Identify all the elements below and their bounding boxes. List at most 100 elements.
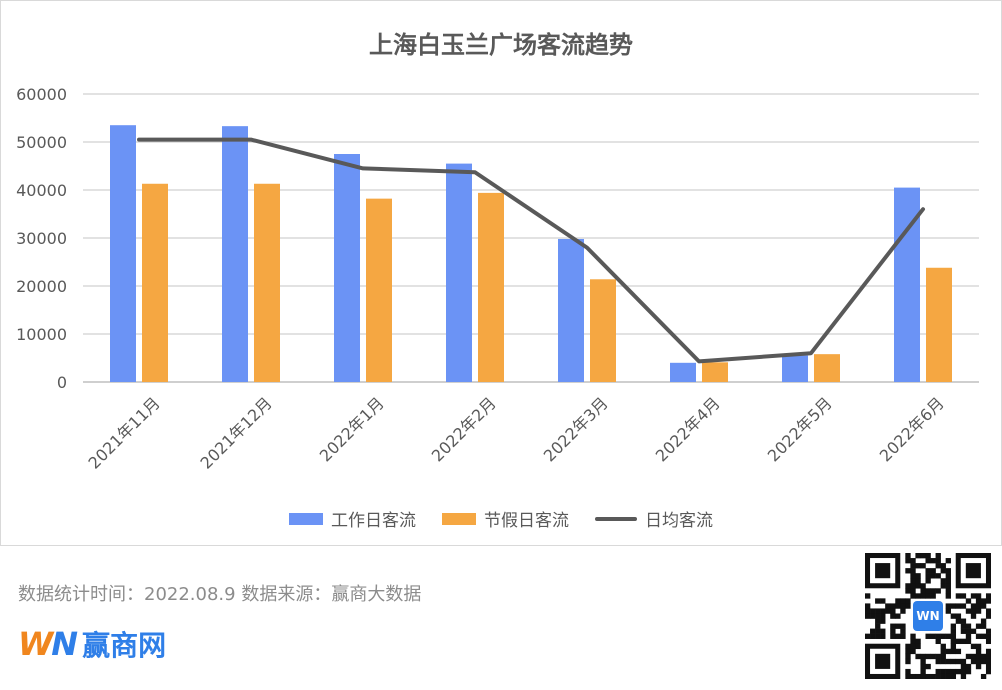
qr-module xyxy=(945,573,951,579)
qr-module xyxy=(870,608,876,614)
qr-module xyxy=(945,668,951,675)
qr-module xyxy=(985,613,991,619)
qr-module xyxy=(980,658,987,665)
qr-module xyxy=(960,673,967,679)
qr-module xyxy=(945,558,951,564)
qr-module xyxy=(915,643,921,650)
x-category-label: 2021年11月 xyxy=(85,393,164,472)
qr-module xyxy=(955,668,962,675)
qr-module xyxy=(985,663,991,670)
qr-module xyxy=(930,673,936,679)
qr-module xyxy=(910,583,916,589)
qr-module xyxy=(910,643,916,650)
qr-module xyxy=(915,573,921,579)
qr-module xyxy=(960,638,967,645)
qr-module xyxy=(915,583,921,589)
x-category-label: 2022年5月 xyxy=(764,393,836,465)
qr-module xyxy=(875,598,881,604)
qr-module xyxy=(975,603,982,609)
qr-module xyxy=(880,618,886,624)
qr-center-label: WN xyxy=(916,609,939,623)
qr-module xyxy=(910,573,916,579)
qr-module xyxy=(985,653,991,660)
qr-module xyxy=(910,558,916,564)
y-tick-label: 60000 xyxy=(16,85,67,104)
qr-module xyxy=(945,593,951,599)
qr-module xyxy=(985,593,991,599)
qr-module xyxy=(865,608,871,614)
logo-mark: WN xyxy=(18,625,78,663)
qr-module xyxy=(910,648,916,655)
bar-weekday xyxy=(782,355,808,382)
qr-module xyxy=(935,638,941,645)
chart-title: 上海白玉兰广场客流趋势 xyxy=(369,31,633,59)
qr-module xyxy=(925,588,931,594)
qr-module xyxy=(900,628,906,634)
qr-module xyxy=(880,608,886,614)
qr-module xyxy=(975,593,982,599)
qr-module xyxy=(910,638,916,645)
qr-module xyxy=(940,583,946,589)
qr-module xyxy=(895,603,901,609)
qr-module xyxy=(965,628,972,634)
qr-module xyxy=(890,623,896,629)
bar-holiday xyxy=(702,362,728,382)
bar-weekday xyxy=(222,126,248,382)
bar-holiday xyxy=(926,267,952,382)
legend-label-daily-average: 日均客流 xyxy=(645,511,713,531)
qr-module xyxy=(895,623,901,629)
y-tick-label: 0 xyxy=(57,373,67,392)
x-category-label: 2022年2月 xyxy=(428,393,500,465)
qr-code[interactable]: WN xyxy=(865,553,991,679)
qr-module xyxy=(965,663,972,670)
qr-module xyxy=(905,653,911,660)
qr-module xyxy=(925,653,931,660)
logo-name: 赢商网 xyxy=(82,629,167,662)
qr-module xyxy=(985,668,991,675)
qr-module xyxy=(905,673,911,679)
brand-logo[interactable]: WN 赢商网 xyxy=(18,624,166,664)
qr-module xyxy=(905,568,911,574)
qr-module xyxy=(925,673,931,679)
legend-item-daily-average[interactable]: 日均客流 xyxy=(595,506,713,531)
y-tick-label: 20000 xyxy=(16,277,67,296)
qr-module xyxy=(965,668,972,675)
qr-module xyxy=(920,663,926,670)
qr-module xyxy=(970,643,977,650)
qr-module xyxy=(875,618,881,624)
qr-module xyxy=(895,598,901,604)
bar-holiday xyxy=(366,198,392,382)
qr-module xyxy=(920,563,926,569)
qr-module xyxy=(905,583,911,589)
qr-module xyxy=(905,668,911,675)
qr-module xyxy=(985,598,991,604)
qr-module xyxy=(880,633,886,639)
legend-item-weekday[interactable]: 工作日客流 xyxy=(289,506,416,531)
qr-module xyxy=(950,638,957,645)
qr-module xyxy=(870,633,876,639)
qr-module xyxy=(875,613,881,619)
qr-module xyxy=(945,658,951,665)
qr-module xyxy=(950,623,957,629)
qr-module xyxy=(940,668,946,675)
qr-module xyxy=(950,603,957,609)
qr-module xyxy=(985,658,991,665)
qr-module xyxy=(935,558,941,564)
qr-module xyxy=(985,608,991,614)
qr-module xyxy=(905,558,911,564)
qr-module xyxy=(960,668,967,675)
qr-module xyxy=(895,613,901,619)
line-daily-average xyxy=(137,137,925,364)
qr-module xyxy=(940,648,946,655)
qr-module xyxy=(900,603,906,609)
qr-module xyxy=(935,673,941,679)
qr-module xyxy=(970,613,977,619)
qr-module xyxy=(910,578,916,584)
qr-module xyxy=(900,608,906,614)
y-tick-label: 40000 xyxy=(16,181,67,200)
qr-module xyxy=(920,583,926,589)
legend-item-holiday[interactable]: 节假日客流 xyxy=(442,506,569,531)
qr-module xyxy=(915,638,921,645)
bar-holiday xyxy=(478,192,504,382)
qr-module xyxy=(965,598,972,604)
